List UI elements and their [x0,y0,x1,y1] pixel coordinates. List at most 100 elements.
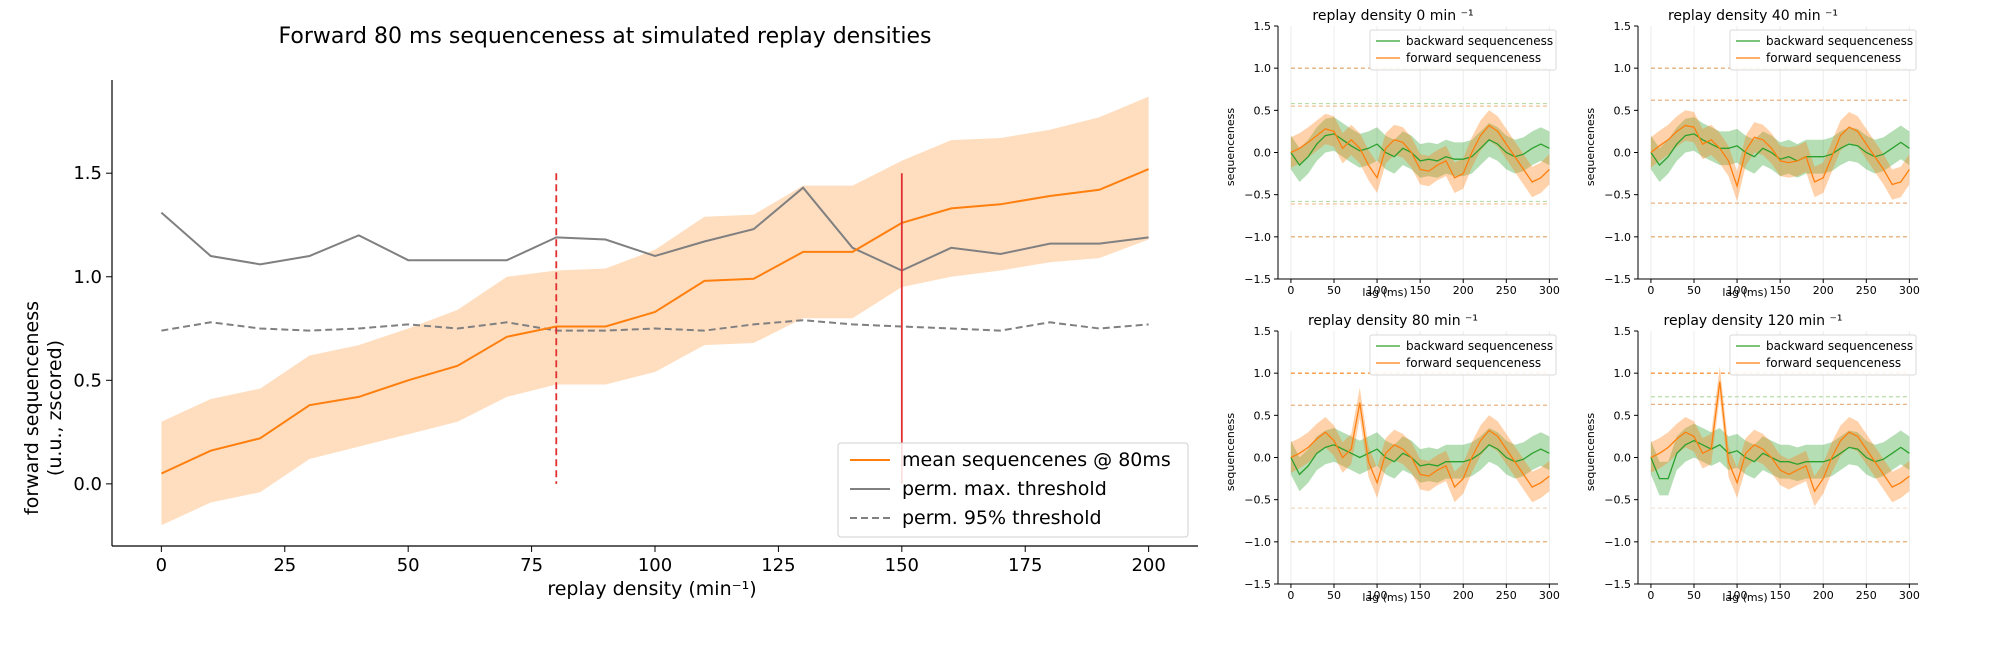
x-tick-label: 0 [1287,589,1294,602]
panel-title: replay density 80 min ⁻¹ [1308,313,1478,329]
y-tick-label: 1.0 [1254,367,1272,380]
panel-xlabel: lag (ms) [1362,286,1407,299]
forward-sequenceness-line [1650,124,1910,189]
legend-frame [1369,29,1557,71]
panel-xlabel: lag (ms) [1722,286,1767,299]
x-tick-label: 200 [1131,555,1165,576]
main-chart-title: Forward 80 ms sequenceness at simulated … [279,24,932,49]
panel-title: replay density 120 min ⁻¹ [1664,313,1843,329]
x-tick-label: 125 [761,555,795,576]
x-tick-label: 175 [1008,555,1042,576]
backward-sequenceness-line [1650,133,1910,167]
x-tick-label: 200 [1813,284,1834,297]
x-tick-label: 0 [1647,589,1654,602]
x-tick-label: 50 [1687,284,1701,297]
y-tick-label: 1.5 [1614,325,1632,338]
legend-label-mean: mean sequencenes @ 80ms [902,449,1171,471]
y-tick-label: 0.5 [73,370,102,391]
y-tick-label: 0.0 [1254,452,1272,465]
y-tick-label: −1.0 [1604,536,1631,549]
y-tick-label: 1.5 [1254,325,1272,338]
y-tick-label: 0.5 [1614,104,1632,117]
x-tick-label: 300 [1539,284,1560,297]
panel-legend: backward sequenceness forward sequencene… [1369,29,1557,71]
backward-sequenceness-line [1290,133,1550,167]
x-tick-label: 200 [1813,589,1834,602]
legend-frame [837,442,1189,538]
main-chart: Forward 80 ms sequenceness at simulated … [21,24,1198,600]
panel-ylabel: sequenceness [1224,413,1237,491]
mean-sequenceness-line [160,168,1149,475]
panel-ylabel: sequenceness [1584,413,1597,491]
forward-ci-band [1650,110,1910,202]
x-tick-label: 150 [885,555,919,576]
y-tick-label: −0.5 [1244,189,1271,202]
y-tick-label: −1.0 [1604,231,1631,244]
x-tick-label: 150 [1770,589,1791,602]
backward-ci-band [1290,117,1550,182]
y-tick-label: 0.5 [1614,409,1632,422]
y-tick-label: 1.0 [1614,62,1632,75]
y-tick-label: −1.0 [1244,231,1271,244]
legend-label-forward: forward sequenceness [1406,51,1541,65]
y-tick-label: −0.5 [1604,494,1631,507]
legend-frame [1729,334,1917,376]
y-tick-label: 1.5 [1254,20,1272,33]
y-tick-label: 0.0 [1254,147,1272,160]
y-tick-label: 0.0 [1614,452,1632,465]
legend-label-95: perm. 95% threshold [902,507,1102,529]
x-tick-label: 0 [156,555,167,576]
y-tick-label: 1.5 [73,163,102,184]
y-tick-label: 1.0 [1614,367,1632,380]
backward-ci-band [1650,423,1910,496]
main-chart-ylabel-line2: (u.u., zscored) [44,340,66,476]
x-tick-label: 100 [1367,589,1388,602]
panel-xlabel: lag (ms) [1722,591,1767,604]
x-tick-label: 300 [1899,284,1920,297]
y-tick-label: −1.5 [1604,273,1631,286]
panel-ylabel: sequenceness [1584,108,1597,186]
y-tick-label: 0.0 [1614,147,1632,160]
x-tick-label: 0 [1287,284,1294,297]
panel-ylabel: sequenceness [1224,108,1237,186]
panel-density-40: replay density 40 min ⁻¹ lag (ms) sequen… [1584,8,1920,299]
y-tick-label: 0.5 [1254,104,1272,117]
legend-label-forward: forward sequenceness [1766,356,1901,370]
x-tick-label: 50 [1687,589,1701,602]
legend-frame [1729,29,1917,71]
perm-max-threshold-line [160,186,1149,272]
x-tick-label: 100 [1727,589,1748,602]
forward-ci-band [1650,366,1910,507]
main-chart-ylabel-line1: forward sequenceness [21,301,43,515]
x-tick-label: 250 [1856,284,1877,297]
x-tick-label: 50 [1327,589,1341,602]
panel-legend: backward sequenceness forward sequencene… [1729,29,1917,71]
forward-sequenceness-line [1650,381,1910,493]
y-tick-label: −1.0 [1244,536,1271,549]
y-tick-label: 1.0 [73,267,102,288]
x-tick-label: 200 [1453,284,1474,297]
y-tick-label: 0.5 [1254,409,1272,422]
x-tick-label: 250 [1496,284,1517,297]
legend-label-max: perm. max. threshold [902,478,1107,500]
backward-sequenceness-line [1650,439,1910,480]
x-tick-label: 100 [638,555,672,576]
forward-ci-band [1290,110,1550,198]
x-tick-label: 100 [1727,284,1748,297]
panel-density-0: replay density 0 min ⁻¹ lag (ms) sequenc… [1224,8,1560,299]
y-tick-label: −0.5 [1604,189,1631,202]
x-tick-label: 250 [1856,589,1877,602]
legend-label-backward: backward sequenceness [1766,339,1913,353]
forward-sequenceness-line [1290,124,1550,183]
y-tick-label: −1.5 [1604,578,1631,591]
x-tick-label: 150 [1410,589,1431,602]
forward-ci-band [1290,387,1550,503]
x-tick-label: 200 [1453,589,1474,602]
x-tick-label: 300 [1539,589,1560,602]
panel-density-80: replay density 80 min ⁻¹ lag (ms) sequen… [1224,313,1560,604]
x-tick-label: 50 [397,555,420,576]
backward-sequenceness-line [1290,444,1550,476]
legend-label-backward: backward sequenceness [1766,34,1913,48]
x-tick-label: 100 [1367,284,1388,297]
y-tick-label: −1.5 [1244,578,1271,591]
